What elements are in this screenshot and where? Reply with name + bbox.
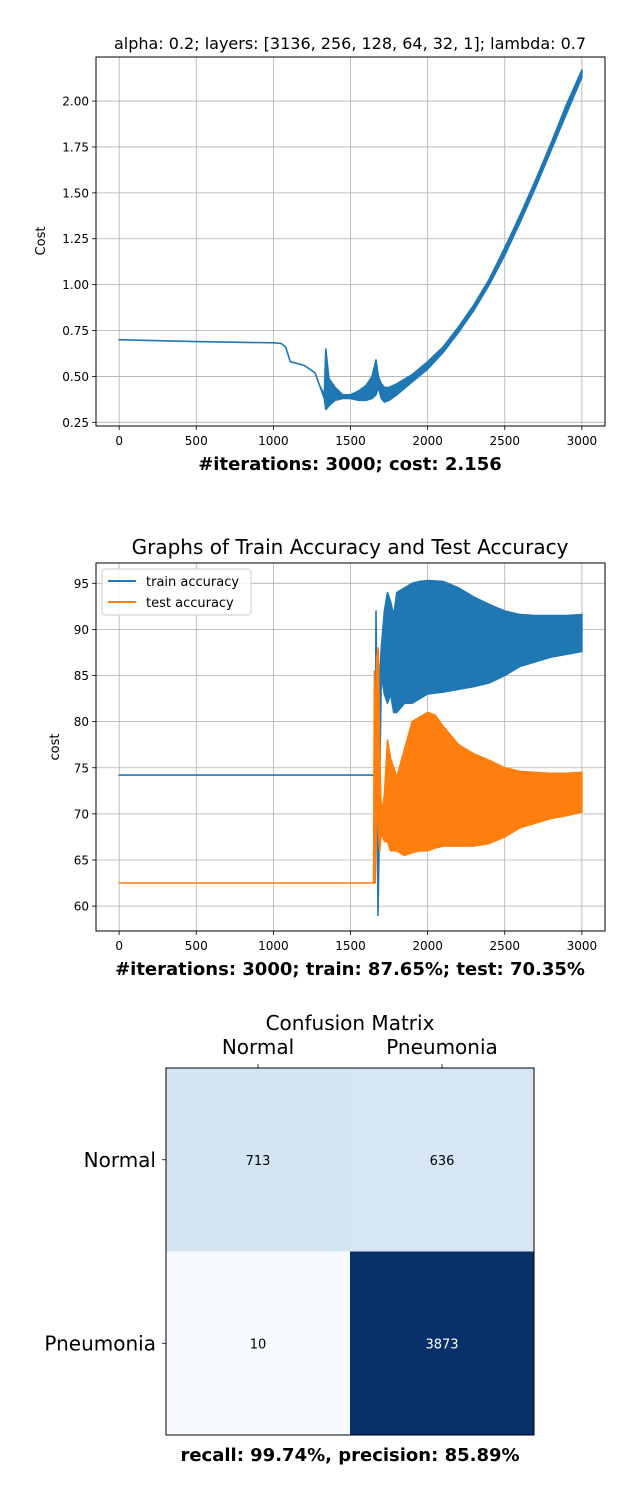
y-tick-label: 70 <box>74 807 89 821</box>
series-band-0 <box>118 69 583 411</box>
y-tick-label: 1.75 <box>62 140 89 154</box>
y-tick-label: 90 <box>74 623 89 637</box>
legend-label-train: train accuracy <box>146 575 239 590</box>
legend-box <box>101 568 252 616</box>
x-tick-label: 500 <box>185 939 208 953</box>
cm-cell-value: 713 <box>246 1154 271 1169</box>
cost-grid <box>96 57 605 426</box>
cm-cell-value: 3873 <box>425 1337 458 1352</box>
legend-label-test: test accuracy <box>146 596 234 611</box>
y-tick-label: 95 <box>74 577 89 591</box>
cm-col-label: Normal <box>222 1035 294 1059</box>
x-tick-label: 3000 <box>567 434 598 448</box>
x-tick-label: 500 <box>185 434 208 448</box>
accuracy-y-label: cost <box>48 734 63 761</box>
confusion-matrix-chart: Confusion Matrix 713 636 10 3873 Normal Pneu… <box>44 1011 535 1466</box>
y-tick-label: 1.50 <box>62 186 89 200</box>
cost-y-ticks: 0.25 0.50 0.75 1.00 1.25 1.50 1.75 2.00 <box>62 95 96 430</box>
cost-y-label: Cost <box>34 227 49 256</box>
confusion-matrix-frame <box>165 1067 535 1436</box>
y-tick-label: 0.50 <box>62 370 89 384</box>
x-tick-label: 0 <box>115 939 123 953</box>
y-tick-label: 65 <box>74 853 89 867</box>
cost-x-ticks: 0 500 1000 1500 2000 2500 3000 <box>115 426 597 448</box>
accuracy-y-ticks: 60 65 70 75 80 85 90 95 <box>74 577 96 914</box>
cost-chart-title: alpha: 0.2; layers: [3136, 256, 128, 64,… <box>114 34 586 53</box>
y-tick-label: 80 <box>74 715 89 729</box>
x-tick-label: 1500 <box>335 434 366 448</box>
y-tick-label: 75 <box>74 761 89 775</box>
confusion-matrix-cells: 713 636 10 3873 <box>166 1068 534 1435</box>
cm-cell <box>350 1068 534 1252</box>
cm-cell <box>166 1251 350 1435</box>
y-tick-label: 0.25 <box>62 416 89 430</box>
confusion-matrix-column-labels: Normal Pneumonia <box>222 1035 498 1068</box>
accuracy-series <box>118 579 583 917</box>
cm-cell <box>166 1068 350 1252</box>
y-tick-label: 60 <box>74 900 89 914</box>
x-tick-label: 2500 <box>489 939 520 953</box>
x-tick-label: 2000 <box>412 434 443 448</box>
y-tick-label: 0.75 <box>62 324 89 338</box>
cost-x-label: #iterations: 3000; cost: 2.156 <box>198 454 502 475</box>
cm-cell <box>350 1251 534 1435</box>
accuracy-x-label: #iterations: 3000; train: 87.65%; test: … <box>115 959 585 980</box>
y-tick-label: 1.25 <box>62 232 89 246</box>
accuracy-chart-title: Graphs of Train Accuracy and Test Accura… <box>132 535 569 559</box>
cm-cell-value: 10 <box>250 1337 267 1352</box>
accuracy-legend: train accuracy test accuracy <box>101 568 252 616</box>
cm-row-label: Normal <box>84 1148 156 1172</box>
cost-series <box>118 69 583 411</box>
cm-col-label: Pneumonia <box>386 1035 498 1059</box>
confusion-matrix-x-label: recall: 99.74%, precision: 85.89% <box>180 1445 519 1466</box>
confusion-matrix-row-labels: Normal Pneumonia <box>44 1148 166 1355</box>
x-tick-label: 1000 <box>258 434 289 448</box>
accuracy-chart: Graphs of Train Accuracy and Test Accura… <box>48 535 606 980</box>
x-tick-label: 1000 <box>258 939 289 953</box>
series-band-1 <box>118 647 583 884</box>
cost-chart: alpha: 0.2; layers: [3136, 256, 128, 64,… <box>34 34 606 475</box>
confusion-matrix-title: Confusion Matrix <box>266 1011 435 1035</box>
cm-cell-value: 636 <box>430 1154 455 1169</box>
y-tick-label: 85 <box>74 669 89 683</box>
x-tick-label: 2500 <box>489 434 520 448</box>
series-band-0 <box>118 579 583 917</box>
cm-row-label: Pneumonia <box>44 1331 156 1355</box>
x-tick-label: 0 <box>115 434 123 448</box>
x-tick-label: 2000 <box>412 939 443 953</box>
y-tick-label: 1.00 <box>62 278 89 292</box>
accuracy-x-ticks: 0 500 1000 1500 2000 2500 3000 <box>115 931 597 953</box>
x-tick-label: 3000 <box>567 939 598 953</box>
x-tick-label: 1500 <box>335 939 366 953</box>
y-tick-label: 2.00 <box>62 95 89 109</box>
